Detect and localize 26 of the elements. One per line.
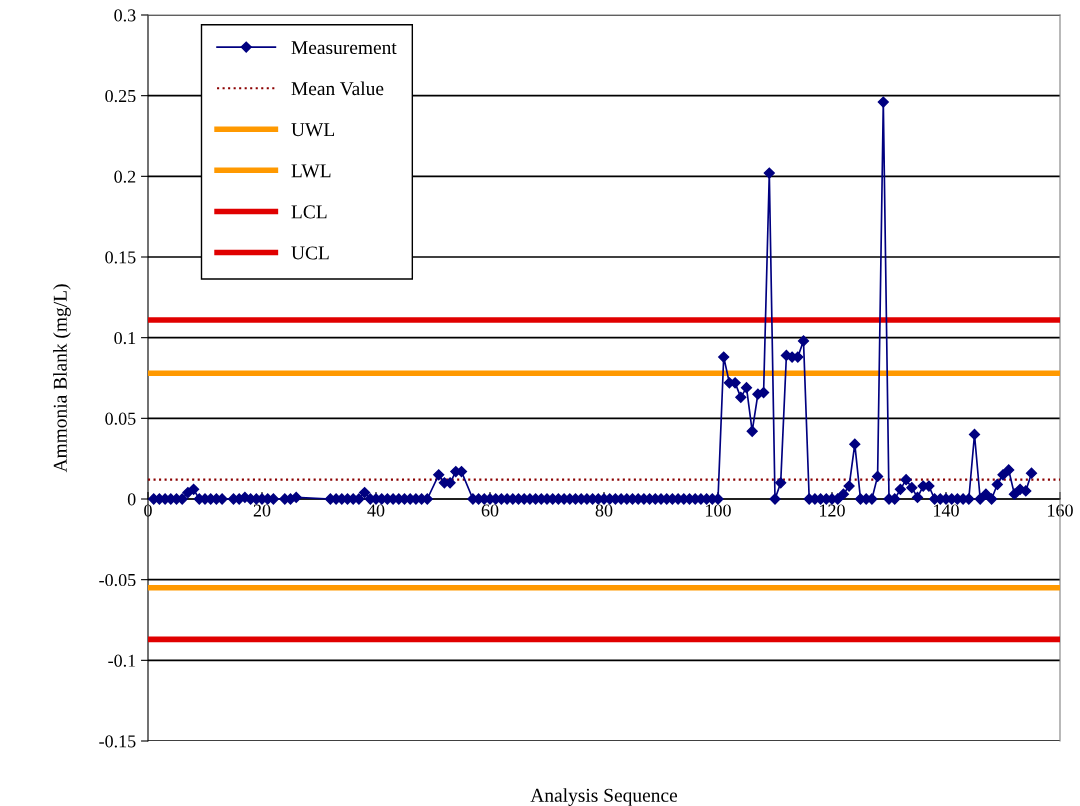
x-tick-label: 100 <box>706 504 731 517</box>
legend-label: UCL <box>291 246 329 260</box>
legend-label: Mean Value <box>291 81 384 96</box>
y-tick-label: 0.05 <box>105 412 136 425</box>
y-axis-title: Ammonia Blank (mg/L) <box>53 284 71 473</box>
x-tick-label: 20 <box>253 504 271 517</box>
x-tick-label: 160 <box>1048 504 1073 517</box>
y-tick-label: 0 <box>127 493 136 506</box>
x-tick-label: 40 <box>367 504 385 517</box>
legend-label: Measurement <box>291 41 397 55</box>
y-tick-label: 0.3 <box>114 9 136 22</box>
y-tick-label: 0.15 <box>105 251 136 264</box>
legend-label: LCL <box>291 205 327 219</box>
x-tick-label: 140 <box>934 504 959 517</box>
y-tick-label: -0.1 <box>108 654 136 667</box>
x-tick-label: 60 <box>481 504 499 517</box>
y-tick-label: -0.15 <box>99 735 136 748</box>
y-tick-label: -0.05 <box>99 573 136 587</box>
x-tick-label: 120 <box>820 504 845 517</box>
legend-label: LWL <box>291 164 331 178</box>
x-tick-label: 80 <box>595 504 613 517</box>
x-axis-title: Analysis Sequence <box>530 788 678 806</box>
y-tick-label: 0.2 <box>114 170 136 183</box>
y-tick-label: 0.25 <box>105 89 136 103</box>
legend-label: UWL <box>291 123 335 137</box>
y-tick-label: 0.1 <box>114 331 136 345</box>
